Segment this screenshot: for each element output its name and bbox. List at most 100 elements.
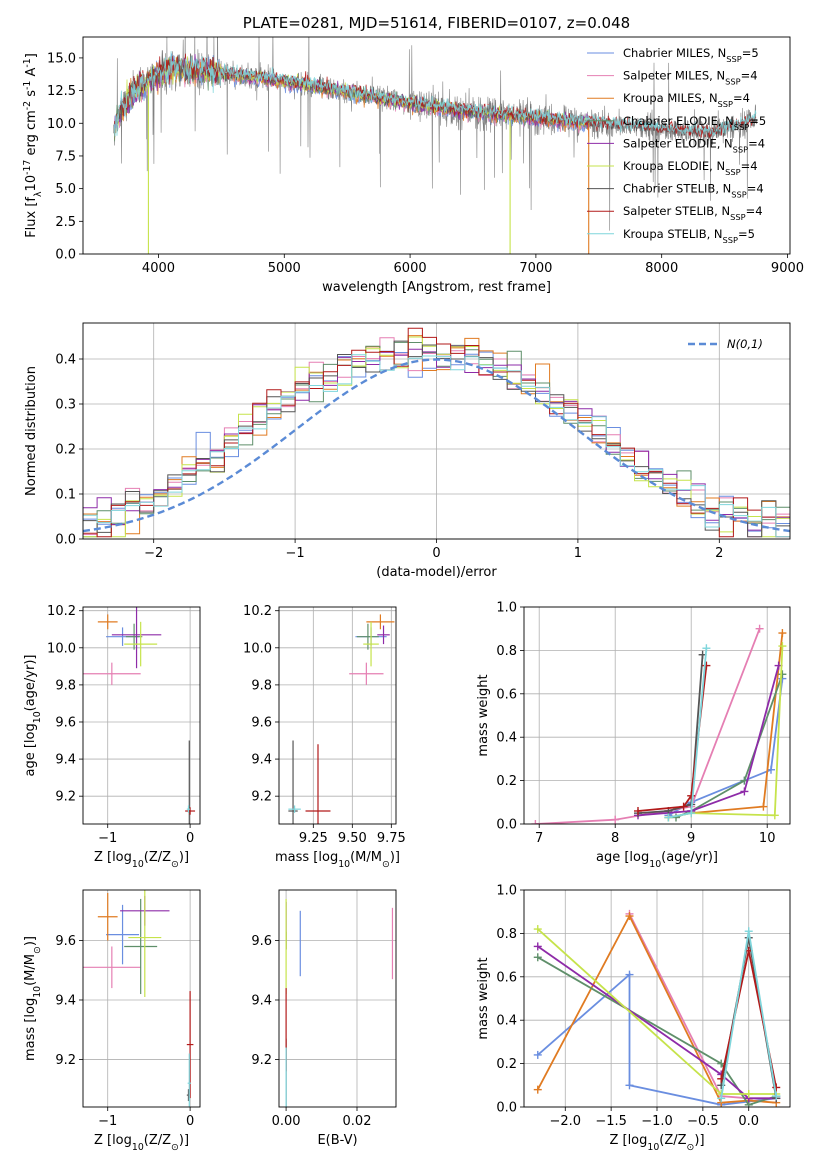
- axes-frame: [82, 36, 791, 255]
- point-salpeter_miles: [83, 946, 141, 989]
- y-tick-label: 0.6: [496, 970, 517, 985]
- data-point: [772, 1092, 781, 1101]
- point-kroupa_stelib: [187, 1053, 191, 1107]
- x-tick-label: −1: [98, 831, 117, 846]
- x-tick-label: 0.0: [738, 1114, 759, 1129]
- point-kroupa_elodie: [363, 621, 379, 667]
- data-point: [702, 661, 711, 670]
- x-tick-label: −1: [98, 1114, 117, 1129]
- x-tick-label: −1: [286, 546, 305, 561]
- axes-frame: [82, 889, 201, 1108]
- x-tick-label: 8: [611, 831, 619, 846]
- point-salpeter_miles: [83, 662, 141, 685]
- y-tick-label: 0.3: [55, 398, 76, 413]
- legend-entry: Salpeter ELODIE, NSSP=4: [623, 136, 765, 154]
- y-tick-label: 9.8: [55, 678, 76, 693]
- point-chabrier_elodie: [124, 898, 158, 995]
- y-tick-label: 0.8: [496, 927, 517, 942]
- axes-frame: [278, 606, 397, 825]
- chart-residuals: −2 −1 0 1 2 0.0 0.1 0.2 0.3 0.4 (data-model)/error…: [24, 322, 791, 580]
- data-point: [740, 787, 749, 796]
- x-tick-label: 9.25: [299, 831, 328, 846]
- data-point: [744, 1089, 753, 1098]
- axes-frame: [278, 889, 397, 1108]
- x-tick-label: −1.5: [595, 1114, 627, 1129]
- y-tick-label: 0.1: [55, 488, 76, 503]
- x-tick-label: 0: [186, 831, 194, 846]
- y-axis-label: mass weight: [476, 957, 491, 1039]
- x-tick-label: 4000: [142, 261, 175, 276]
- y-tick-label: 0.4: [55, 353, 76, 368]
- histogram-kroupa_stelib: [83, 354, 790, 539]
- x-tick-label: 5000: [268, 261, 301, 276]
- axes-frame: [523, 889, 791, 1108]
- axes-frame: [82, 606, 201, 825]
- y-tick-label: 15.0: [47, 51, 76, 66]
- y-tick-label: 9.6: [251, 715, 272, 730]
- legend-entry: Salpeter STELIB, NSSP=4: [623, 204, 763, 222]
- axes-frame: [523, 606, 791, 825]
- data-point: [664, 813, 673, 822]
- y-tick-label: 0.6: [496, 687, 517, 702]
- y-tick-label: 9.2: [251, 790, 272, 805]
- y-tick-label: 10.2: [243, 604, 272, 619]
- point-kroupa_miles: [97, 892, 118, 941]
- series-kroupa_miles: [664, 629, 787, 822]
- chart-age_vs_mass: 9.25 9.50 9.75 9.2 9.4 9.6 9.8 10.0 10.2 mass [lo…: [243, 604, 406, 869]
- x-tick-label: 2: [715, 546, 723, 561]
- y-tick-label: 10.0: [243, 641, 272, 656]
- y-tick-label: 0.8: [496, 644, 517, 659]
- chart-mass_weight_vs_age: 7 8 9 10 0.0 0.2 0.4 0.6 0.8 1.0 age [log10(age/yr…: [476, 601, 791, 870]
- y-tick-label: 9.6: [55, 715, 76, 730]
- y-tick-label: 0.0: [496, 1101, 517, 1116]
- normal-curve: [83, 358, 790, 533]
- axes-frame: [82, 322, 791, 540]
- x-tick-label: 9: [687, 831, 695, 846]
- point-salpeter_stelib: [305, 744, 331, 824]
- histogram-chabrier_elodie: [83, 341, 790, 539]
- point-salpeter_elodie: [111, 607, 162, 669]
- legend-entry: Chabrier ELODIE, NSSP=5: [623, 114, 766, 132]
- point-chabrier_stelib: [288, 740, 298, 824]
- x-tick-label: −2.0: [549, 1114, 581, 1129]
- y-tick-label: 1.0: [496, 601, 517, 616]
- series-line: [637, 665, 780, 817]
- legend-entry: Kroupa ELODIE, NSSP=4: [623, 159, 758, 177]
- y-tick-label: 0.4: [496, 731, 517, 746]
- x-tick-label: 8000: [645, 261, 678, 276]
- y-tick-label: 7.5: [55, 149, 76, 164]
- y-axis-label: Flux [fλ10-17 erg cm-2 s-1 A-1]: [22, 53, 44, 238]
- x-tick-label: 0: [432, 546, 440, 561]
- data-point: [778, 629, 787, 638]
- data-point: [778, 670, 787, 679]
- grid: [279, 890, 396, 1107]
- data-point: [759, 802, 768, 811]
- data-point: [687, 791, 696, 800]
- x-axis-label: E(B-V): [317, 1133, 357, 1148]
- x-tick-label: 7000: [519, 261, 552, 276]
- y-axis-label: age [log10(age/yr)]: [23, 655, 43, 777]
- point-kroupa_miles: [97, 614, 118, 630]
- grid: [524, 889, 790, 1108]
- legend-entry: Kroupa MILES, NSSP=4: [623, 91, 750, 109]
- series-line: [537, 928, 777, 1095]
- point-chabrier_elodie: [357, 623, 379, 650]
- x-tick-label: −1.0: [641, 1114, 673, 1129]
- y-axis-label: Normed distribution: [24, 366, 39, 496]
- y-tick-label: 0.4: [496, 1014, 517, 1029]
- x-axis-label: Z [log10(Z/Z⊙)]: [609, 1133, 704, 1153]
- data-point: [702, 644, 711, 653]
- data-point: [679, 802, 688, 811]
- series-line: [668, 632, 784, 819]
- data-point: [611, 815, 620, 824]
- data-point: [531, 820, 540, 824]
- x-tick-label: 7: [535, 831, 543, 846]
- x-tick-label: 9.75: [377, 831, 406, 846]
- legend-entry: Kroupa STELIB, NSSP=5: [623, 227, 755, 245]
- plot-area: [531, 624, 787, 824]
- x-axis-label: age [log10(age/yr)]: [596, 850, 718, 870]
- series-kroupa_stelib: [717, 927, 781, 1103]
- y-tick-label: 9.6: [55, 934, 76, 949]
- x-tick-label: 6000: [394, 261, 427, 276]
